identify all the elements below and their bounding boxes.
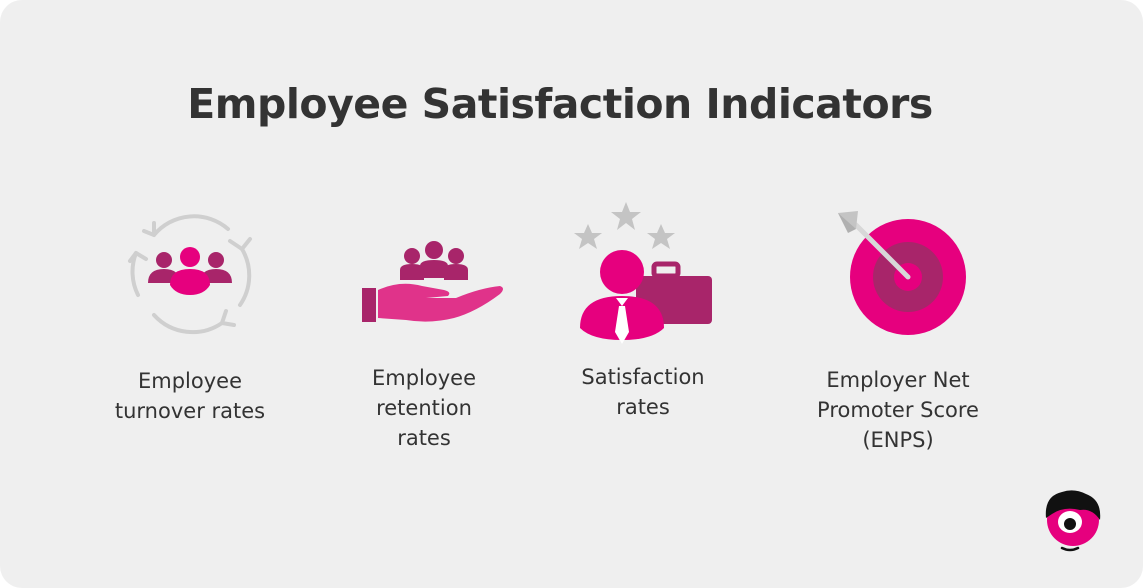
turnover-cycle-icon — [128, 214, 252, 335]
indicator-label-turnover: Employee turnover rates — [114, 369, 266, 423]
hand-holding-people-icon — [362, 241, 503, 322]
brand-mascot-icon — [1045, 490, 1101, 552]
indicator-label-satisfaction: Satisfaction rates — [581, 365, 705, 419]
indicator-label-retention: Employee retention rates — [371, 366, 476, 450]
employee-stars-briefcase-icon — [574, 202, 712, 344]
indicator-label-enps: Employer Net Promoter Score (ENPS) — [817, 368, 979, 452]
page-title: Employee Satisfaction Indicators — [187, 80, 933, 128]
target-dart-icon — [838, 211, 966, 335]
